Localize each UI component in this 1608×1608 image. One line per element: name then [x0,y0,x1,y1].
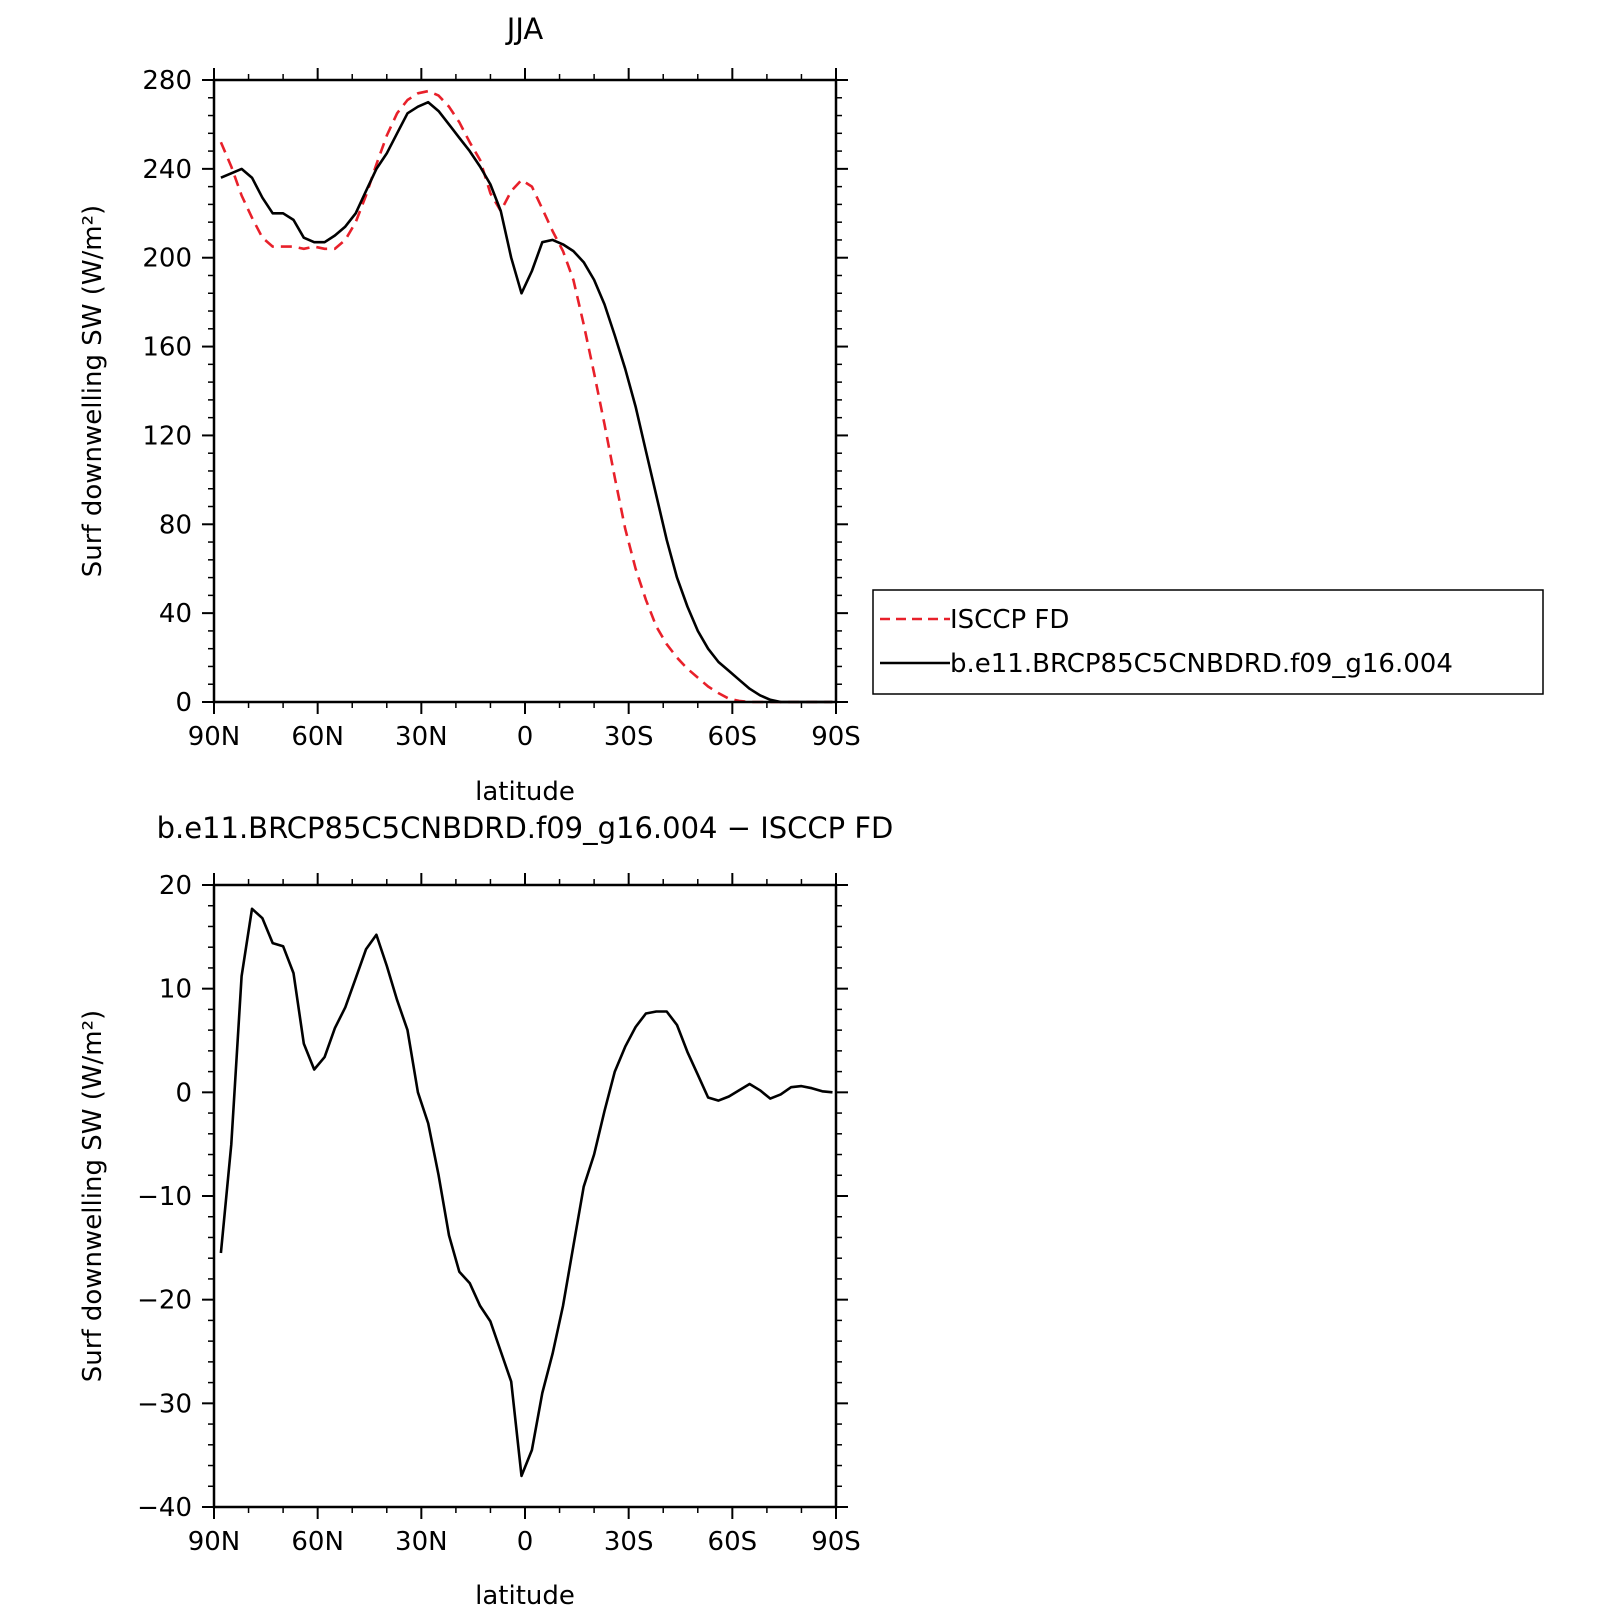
bottom-plot-area [219,907,833,1478]
bottom-chart-title: b.e11.BRCP85C5CNBDRD.f09_g16.004 − ISCCP… [157,811,894,845]
x-tick-label: 60N [291,722,344,752]
x-tick-label: 60S [708,722,758,752]
top-ticks: 90N 60N 30N 0 30S 60S 90S 0 40 80 120 160 200 240 280 [142,66,860,752]
x-tick-label: 90N [188,722,241,752]
y-tick-label: 40 [159,599,192,629]
x-tick-label: 0 [517,722,534,752]
x-tick-label: 60S [708,1527,758,1557]
y-tick-label: 0 [175,1078,192,1108]
y-tick-label: 200 [142,244,192,274]
x-tick-label: 90S [811,722,861,752]
bottom-y-axis-title: Surf downwelling SW (W/m²) [78,1010,108,1382]
x-tick-label: 90N [188,1527,241,1557]
bottom-ticks: 90N 60N 30N 0 30S 60S 90S −40 −30 −20 −10 0 10 20 [137,871,861,1557]
top-y-axis-title: Surf downwelling SW (W/m²) [78,205,108,577]
y-tick-label: 280 [142,66,192,96]
x-tick-label: 30S [604,1527,654,1557]
y-tick-label: −30 [137,1389,192,1419]
top-chart-title: JJA [505,12,544,46]
x-tick-label: 90S [811,1527,861,1557]
x-tick-label: 30N [395,1527,448,1557]
y-tick-label: 160 [142,333,192,363]
difference-line [219,907,833,1478]
y-tick-label: 0 [175,688,192,718]
legend-box [872,589,1544,695]
y-tick-label: −20 [137,1286,192,1316]
y-tick-label: 10 [159,975,192,1005]
y-tick-label: 240 [142,155,192,185]
series-line-isccp-fd [219,89,833,704]
legend-label-model: b.e11.BRCP85C5CNBDRD.f09_g16.004 [950,649,1453,679]
bottom-plot-frame [212,883,838,1509]
bottom-panel: b.e11.BRCP85C5CNBDRD.f09_g16.004 − ISCCP… [78,811,893,1608]
x-tick-label: 0 [517,1527,534,1557]
x-tick-label: 30N [395,722,448,752]
y-tick-label: −40 [137,1493,192,1523]
y-tick-label: 80 [159,510,192,540]
legend: ISCCP FD b.e11.BRCP85C5CNBDRD.f09_g16.00… [872,589,1544,695]
legend-label-isccp: ISCCP FD [950,605,1069,635]
top-panel: JJA 90N 60N 30N 0 30S 60S 90S 0 40 80 120 160 200 240… [78,12,861,807]
top-x-axis-title: latitude [475,777,575,807]
top-plot-frame [212,78,838,704]
y-tick-label: 120 [142,421,192,451]
y-tick-label: 20 [159,871,192,901]
x-tick-label: 30S [604,722,654,752]
bottom-x-axis-title: latitude [475,1581,575,1608]
x-tick-label: 60N [291,1527,344,1557]
y-tick-label: −10 [137,1182,192,1212]
top-plot-area [219,89,833,704]
series-line-b [220,100,833,704]
